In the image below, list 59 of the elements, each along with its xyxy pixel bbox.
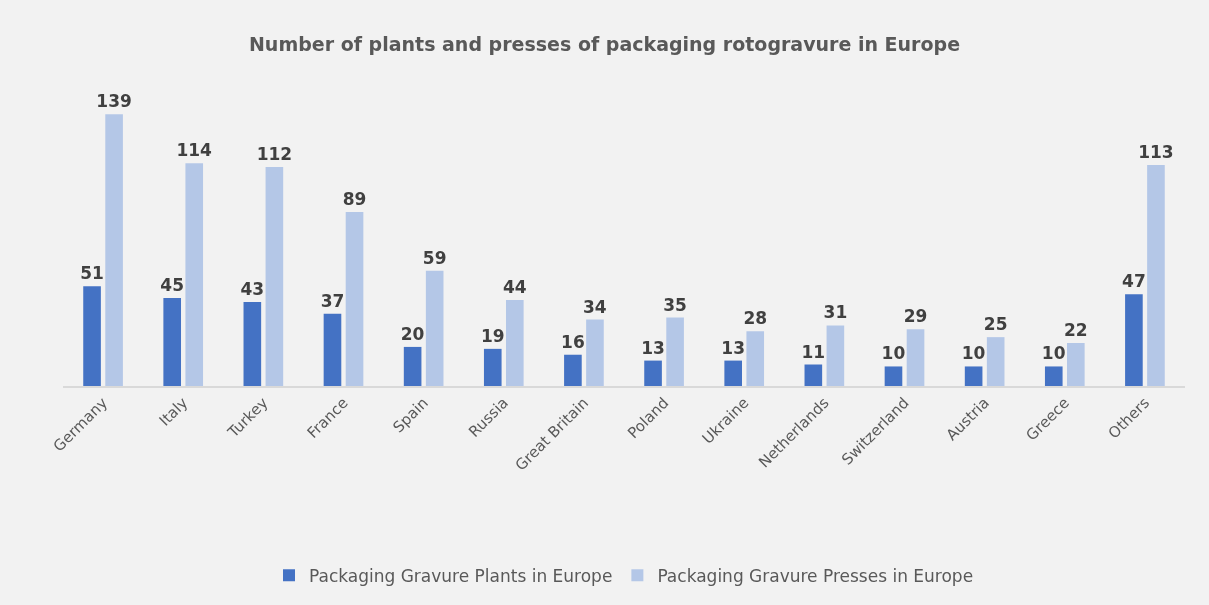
data-label: 28: [743, 308, 768, 329]
data-label: 113: [1138, 142, 1174, 163]
bar: [1044, 366, 1063, 386]
data-label: 43: [240, 278, 265, 299]
bar: [1066, 343, 1085, 386]
legend-label: Packaging Gravure Presses in Europe: [657, 565, 974, 586]
data-label: 29: [903, 306, 928, 327]
bar: [586, 319, 604, 386]
bar: [105, 114, 123, 386]
data-label: 89: [342, 189, 367, 210]
bar: [505, 299, 524, 386]
bar: [185, 163, 204, 386]
bar: [884, 366, 903, 386]
bar: [1125, 294, 1143, 386]
bar: [906, 329, 925, 386]
bar: [644, 360, 662, 386]
bar: [265, 167, 284, 386]
data-label: 10: [961, 343, 986, 364]
data-label: 114: [176, 140, 213, 161]
data-label: 22: [1063, 320, 1088, 340]
legend-label: Packaging Gravure Plants in Europe: [309, 565, 613, 586]
bar: [483, 348, 502, 386]
bar: [403, 346, 422, 386]
data-label: 44: [502, 276, 527, 297]
bar: [323, 313, 342, 386]
bar: [163, 298, 182, 386]
bar: [746, 331, 765, 386]
data-label: 13: [641, 337, 665, 358]
bar: [986, 337, 1005, 386]
data-label: 10: [1041, 343, 1066, 364]
bar: [1147, 165, 1165, 386]
bar: [964, 366, 983, 386]
bar: [345, 212, 364, 386]
bar: [425, 270, 444, 386]
data-label: 59: [422, 247, 447, 268]
data-label: 112: [256, 144, 293, 165]
bar: [666, 317, 684, 386]
data-label: 10: [881, 343, 906, 364]
data-label: 19: [480, 325, 505, 346]
bar: [564, 354, 582, 386]
data-label: 45: [160, 275, 185, 296]
data-label: 37: [320, 290, 345, 311]
data-label: 51: [80, 263, 104, 284]
data-label: 139: [96, 91, 132, 112]
bar: [826, 325, 845, 386]
data-label: 34: [583, 296, 607, 317]
data-label: 35: [663, 294, 687, 315]
bar: [243, 301, 262, 386]
bar: [724, 360, 743, 386]
chart-title: Number of plants and presses of packaging rotogravure in Europe: [248, 32, 961, 55]
data-label: 20: [400, 323, 425, 344]
bar: [83, 286, 101, 386]
data-label: 11: [801, 341, 826, 362]
bar: [804, 364, 823, 386]
data-label: 31: [823, 302, 848, 323]
data-label: 16: [561, 331, 585, 352]
data-label: 13: [721, 337, 746, 358]
data-label: 25: [983, 314, 1008, 335]
data-label: 47: [1122, 271, 1146, 292]
